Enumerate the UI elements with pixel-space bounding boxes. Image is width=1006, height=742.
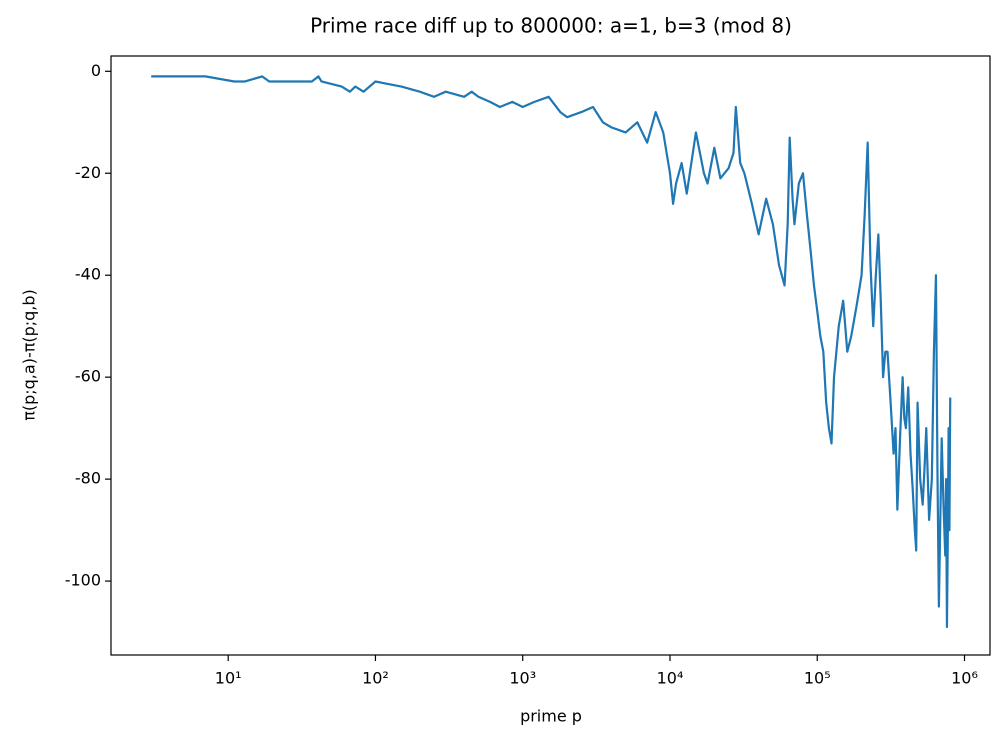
y-axis-label: π(p;q,a)-π(p;q,b) bbox=[20, 289, 39, 421]
x-tick-label: 10⁶ bbox=[951, 669, 978, 688]
y-tick-label: -100 bbox=[65, 571, 101, 590]
y-tick-label: -60 bbox=[75, 367, 101, 386]
x-axis-label: prime p bbox=[520, 707, 582, 726]
y-tick-label: 0 bbox=[91, 61, 101, 80]
data-line bbox=[151, 75, 952, 629]
x-tick-label: 10³ bbox=[509, 669, 536, 688]
plot-frame bbox=[110, 55, 991, 656]
chart-title: Prime race diff up to 800000: a=1, b=3 (… bbox=[310, 14, 792, 38]
y-tick-label: -40 bbox=[75, 265, 101, 284]
y-tick-label: -20 bbox=[75, 163, 101, 182]
x-tick-label: 10⁵ bbox=[804, 669, 831, 688]
x-tick-label: 10¹ bbox=[215, 669, 242, 688]
x-tick-label: 10⁴ bbox=[657, 669, 684, 688]
y-tick-label: -80 bbox=[75, 469, 101, 488]
x-tick-label: 10² bbox=[362, 669, 389, 688]
